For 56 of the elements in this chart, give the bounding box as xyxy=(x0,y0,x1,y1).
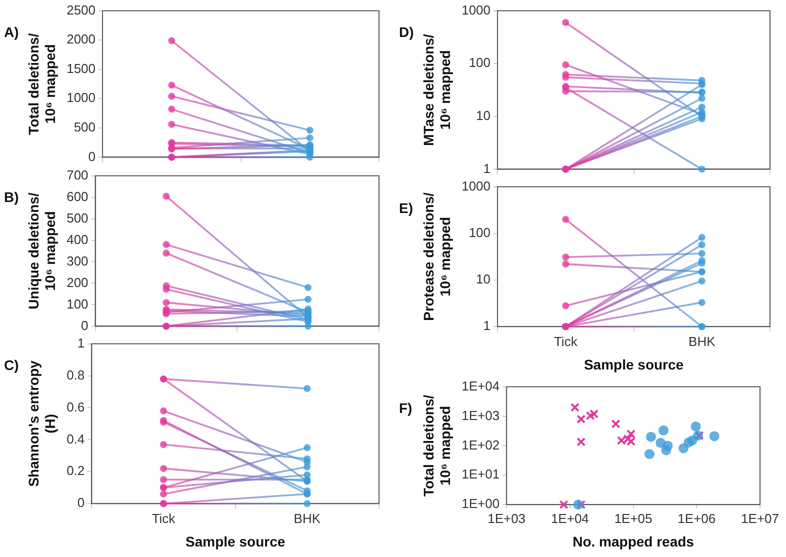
y-tick-label: 1000 xyxy=(462,2,491,18)
y-axis-title: MTase deletions/ 10⁶ mapped xyxy=(420,34,454,146)
text: F) xyxy=(399,400,412,416)
y-tick-label: 1500 xyxy=(66,60,96,76)
y-tick-label: 1 xyxy=(483,160,491,176)
y-tick-label: 0.4 xyxy=(66,431,85,446)
text: C) xyxy=(4,357,19,373)
y-tick-label: 2500 xyxy=(66,2,96,18)
x-tick-label: Tick xyxy=(554,334,578,349)
y-tick-label: 1000 xyxy=(462,178,491,194)
x-tick-label: 1E+07 xyxy=(741,510,779,526)
x-tick-label: 1E+04 xyxy=(550,510,589,526)
y-tick-label: 1E+04 xyxy=(462,378,500,394)
y-tick-label: 1E+02 xyxy=(462,437,500,452)
y-tick-label: 700 xyxy=(66,167,88,182)
y-tick-label: 0 xyxy=(81,318,88,333)
x-axis-title: Sample source xyxy=(584,356,684,372)
y-tick-label: 500 xyxy=(66,210,88,226)
y-axis-title: Protease deletions/ 10⁶ mapped xyxy=(420,192,454,321)
y-axis-title: Unique deletions/ 10⁶ mapped xyxy=(25,192,58,310)
text: B) xyxy=(4,189,19,205)
y-tick-label: 1 xyxy=(77,335,85,350)
text: A) xyxy=(4,24,19,40)
y-tick-label: 400 xyxy=(66,232,88,247)
x-axis-title: No. mapped reads xyxy=(572,533,694,550)
y-tick-label: 0 xyxy=(77,495,85,510)
y-tick-label: 1 xyxy=(483,318,491,334)
y-tick-label: 1E+03 xyxy=(462,408,500,423)
y-tick-label: 1E+00 xyxy=(462,496,500,512)
y-tick-label: 0.8 xyxy=(66,367,85,382)
y-axis-title: Total deletions/ 10⁶ mapped xyxy=(420,394,454,497)
y-tick-label: 2000 xyxy=(66,32,96,47)
y-tick-label: 10 xyxy=(476,272,491,287)
y-tick-label: 300 xyxy=(66,253,88,268)
y-tick-label: 100 xyxy=(468,224,491,240)
text: D) xyxy=(399,24,414,40)
x-tick-label: 1E+05 xyxy=(614,510,652,526)
y-axis-title: Shannon's entropy (H) xyxy=(25,360,58,487)
y-tick-label: 0 xyxy=(88,148,96,164)
x-axis-title: Sample source xyxy=(186,533,286,550)
y-tick-label: 500 xyxy=(74,120,96,134)
y-tick-label: 100 xyxy=(468,55,491,70)
x-tick-label: Tick xyxy=(152,510,176,526)
y-tick-label: 100 xyxy=(66,296,88,312)
x-tick-label: 1E+06 xyxy=(678,510,716,526)
y-tick-label: 200 xyxy=(66,274,88,290)
x-tick-label: BHK xyxy=(294,510,321,526)
y-tick-label: 0.2 xyxy=(66,463,85,478)
y-tick-label: 1E+01 xyxy=(462,466,500,482)
y-tick-label: 600 xyxy=(66,188,88,204)
text: E) xyxy=(399,200,413,216)
y-tick-label: 1000 xyxy=(66,90,96,106)
y-tick-label: 10 xyxy=(476,108,491,123)
x-tick-label: BHK xyxy=(688,334,716,349)
y-tick-label: 0.6 xyxy=(66,399,85,414)
y-axis-title: Total deletions/ 10⁶ mapped xyxy=(25,33,58,135)
